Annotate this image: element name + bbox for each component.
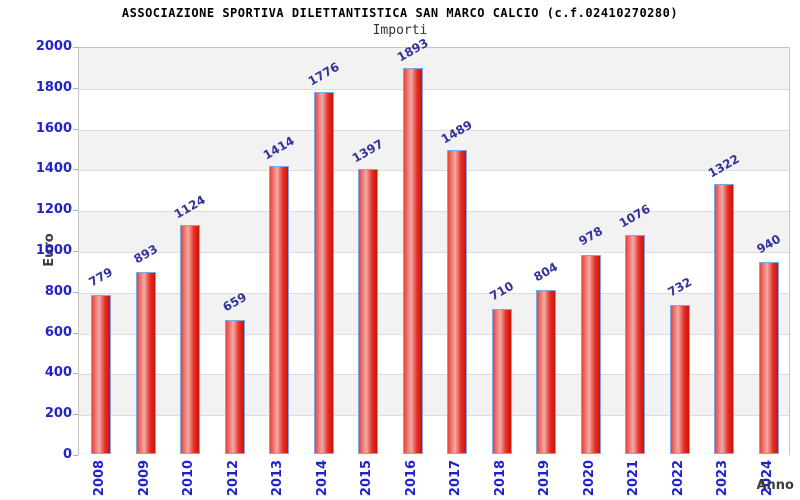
y-tick-label: 0 [62,447,72,462]
x-tick-label: 2018 [492,459,508,497]
y-tick-mark [73,373,78,375]
y-tick-label: 2000 [35,39,72,54]
y-tick-label: 200 [44,406,72,422]
y-tick-label: 400 [44,365,72,381]
bar-2015 [358,169,379,454]
x-tick-label: 2012 [225,459,241,497]
bar-2008 [91,295,112,454]
y-tick-label: 1400 [35,161,72,177]
bar-2020 [580,254,601,454]
y-tick-label: 600 [44,324,72,340]
bar-2021 [625,234,646,454]
x-tick-label: 2015 [359,459,375,497]
y-tick-mark [73,332,78,334]
x-tick-label: 2017 [448,459,464,497]
bar-2010 [180,224,201,454]
bar-2017 [447,150,468,454]
chart-subtitle: Importi [372,23,428,38]
bar-2012 [224,319,245,454]
x-tick-label: 2016 [403,459,419,497]
bar-2018 [491,309,512,454]
y-tick-mark [73,210,78,212]
y-tick-label: 1000 [35,243,72,258]
plot-area: 779 893 1124 659 1414 1776 1397 1893 1489 710 804 9… [78,35,790,456]
x-tick-label: 2009 [136,459,152,497]
y-tick-mark [73,47,78,48]
x-tick-label: 2008 [92,459,108,497]
y-tick-label: 800 [44,283,72,299]
bar-2019 [536,289,557,454]
y-tick-mark [73,455,78,456]
bar-2024 [758,262,779,454]
x-axis-title: Anno [756,478,794,493]
grid-band [79,129,789,171]
y-tick-label: 1200 [35,202,72,218]
x-tick-label: 2021 [626,459,642,497]
y-tick-mark [73,291,78,293]
bar-2009 [135,271,156,454]
bar-2013 [269,165,290,454]
bar-2023 [714,184,735,454]
y-tick-label: 1600 [35,120,72,136]
chart-title: ASSOCIAZIONE SPORTIVA DILETTANTISTICA SA… [121,6,679,20]
grid-band [79,170,789,212]
y-tick-mark [73,414,78,416]
grid-band [79,88,789,130]
grid-band [79,48,789,89]
y-tick-mark [73,169,78,171]
x-tick-label: 2022 [670,459,686,497]
y-tick-label: 1800 [35,79,72,95]
y-tick-mark [73,251,78,252]
bar-2022 [669,304,690,454]
x-tick-label: 2020 [581,459,597,497]
x-tick-label: 2010 [181,459,197,497]
bar-2014 [313,91,334,454]
bar-2016 [402,67,423,454]
x-tick-label: 2019 [537,459,553,497]
x-tick-label: 2023 [715,459,731,497]
y-tick-mark [73,128,78,130]
x-tick-label: 2014 [314,459,330,497]
x-tick-label: 2013 [270,459,286,497]
y-tick-mark [73,87,78,89]
